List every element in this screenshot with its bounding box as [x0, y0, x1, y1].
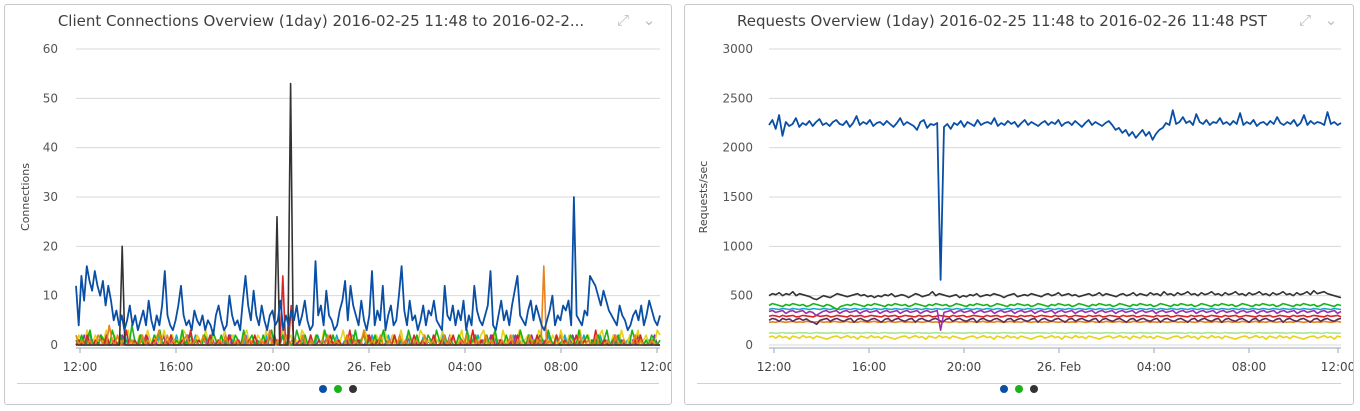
x-tick-label: 20:00	[256, 360, 291, 374]
series-line-0	[75, 196, 661, 337]
chevron-down-icon[interactable]: ⌄	[1324, 11, 1338, 29]
x-tick-label: 04:00	[1137, 360, 1172, 374]
x-tick-label: 16:00	[159, 360, 194, 374]
x-tick-label: 26. Feb	[347, 360, 391, 374]
y-axis-label: Requests/sec	[697, 161, 710, 234]
series-line-1	[768, 289, 1342, 301]
expand-icon[interactable]: ⤢	[616, 11, 629, 29]
chart-legend	[5, 385, 671, 393]
series-line-2	[768, 302, 1342, 311]
y-tick-label: 500	[730, 289, 753, 303]
requests-overview-panel: Requests Overview (1day) 2016-02-25 11:4…	[684, 4, 1354, 405]
series-line-1	[76, 82, 660, 346]
x-tick-label: 12:00	[63, 360, 98, 374]
chart-footer-divider	[697, 383, 1341, 384]
y-tick-label: 0	[745, 338, 753, 352]
legend-dot-blue[interactable]	[319, 385, 327, 393]
series-line-0	[768, 109, 1342, 281]
x-tick-label: 08:00	[1232, 360, 1267, 374]
y-tick-label: 1000	[722, 239, 753, 253]
series-line-3	[768, 307, 1342, 311]
client-connections-panel: Client Connections Overview (1day) 2016-…	[4, 4, 672, 405]
series-line-9	[768, 334, 1342, 340]
y-tick-label: 50	[43, 91, 58, 105]
legend-dot-green[interactable]	[334, 385, 342, 393]
x-tick-label: 12:00	[640, 360, 672, 374]
chevron-down-icon[interactable]: ⌄	[642, 11, 656, 29]
series-line-8	[768, 331, 1342, 335]
legend-dot-green[interactable]	[1015, 385, 1023, 393]
x-tick-label: 12:00	[757, 360, 792, 374]
y-tick-label: 1500	[722, 190, 753, 204]
series-line-4	[768, 309, 1342, 332]
y-tick-label: 30	[43, 190, 58, 204]
series-line-7	[768, 320, 1342, 324]
chart-legend	[685, 385, 1353, 393]
legend-dot-blue[interactable]	[1000, 385, 1008, 393]
y-tick-label: 20	[43, 239, 58, 253]
y-tick-label: 2500	[722, 91, 753, 105]
y-tick-label: 40	[43, 141, 58, 155]
y-axis-label: Connections	[19, 163, 32, 231]
x-tick-label: 08:00	[544, 360, 579, 374]
x-tick-label: 04:00	[448, 360, 483, 374]
series-line-5	[768, 314, 1342, 318]
x-tick-label: 26. Feb	[1037, 360, 1081, 374]
y-tick-label: 3000	[722, 42, 753, 56]
series-line-6	[768, 317, 1342, 326]
x-tick-label: 16:00	[852, 360, 887, 374]
expand-icon[interactable]: ⤢	[1298, 11, 1311, 29]
y-tick-label: 2000	[722, 141, 753, 155]
x-tick-label: 12:00	[1321, 360, 1354, 374]
client-connections-chart: 0 10 20 30 40 50 60 Connections 12:00 16:00 20:00 2…	[19, 42, 672, 374]
legend-dot-black[interactable]	[349, 385, 357, 393]
y-tick-label: 60	[43, 42, 58, 56]
requests-overview-chart: 0 500 1000 1500 2000 2500 3000 Requests/sec 12:0…	[697, 42, 1354, 374]
legend-dot-black[interactable]	[1030, 385, 1038, 393]
chart-footer-divider	[17, 383, 659, 384]
y-tick-label: 0	[50, 338, 58, 352]
x-tick-label: 20:00	[947, 360, 982, 374]
y-tick-label: 10	[43, 289, 58, 303]
